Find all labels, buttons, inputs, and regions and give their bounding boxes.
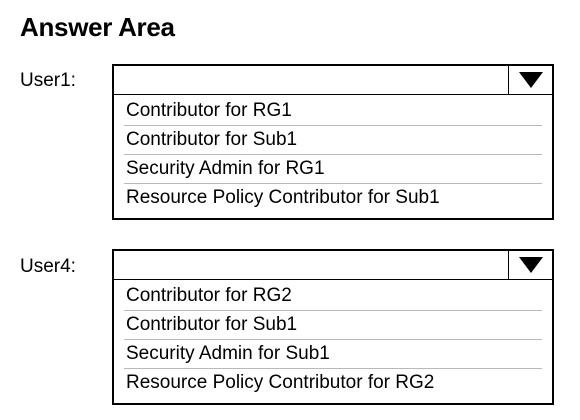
chevron-down-icon [518, 257, 543, 273]
user1-option[interactable]: Resource Policy Contributor for Sub1 [126, 187, 440, 208]
chevron-down-icon [518, 72, 543, 88]
user4-label: User4: [20, 256, 76, 277]
answer-area-title: Answer Area [20, 12, 175, 42]
user4-option[interactable]: Security Admin for Sub1 [124, 340, 542, 369]
user4-option[interactable]: Resource Policy Contributor for RG2 [126, 372, 435, 393]
user1-option[interactable]: Contributor for Sub1 [124, 126, 542, 155]
user1-dropdown-header[interactable] [114, 66, 552, 95]
user1-label: User1: [20, 70, 76, 91]
user4-dropdown-header[interactable] [114, 251, 552, 280]
user4-dropdown-toggle[interactable] [508, 251, 552, 279]
user1-dropdown[interactable]: Contributor for RG1 Contributor for Sub1… [112, 64, 554, 220]
user1-options-list: Contributor for RG1 Contributor for Sub1… [114, 95, 552, 218]
user1-option[interactable]: Contributor for RG1 [124, 97, 542, 126]
user4-options-list: Contributor for RG2 Contributor for Sub1… [114, 280, 552, 403]
user4-option[interactable]: Contributor for RG2 [124, 282, 542, 311]
user1-option[interactable]: Security Admin for RG1 [124, 155, 542, 184]
user4-dropdown[interactable]: Contributor for RG2 Contributor for Sub1… [112, 249, 554, 405]
user1-dropdown-toggle[interactable] [508, 66, 552, 94]
user4-option[interactable]: Contributor for Sub1 [124, 311, 542, 340]
